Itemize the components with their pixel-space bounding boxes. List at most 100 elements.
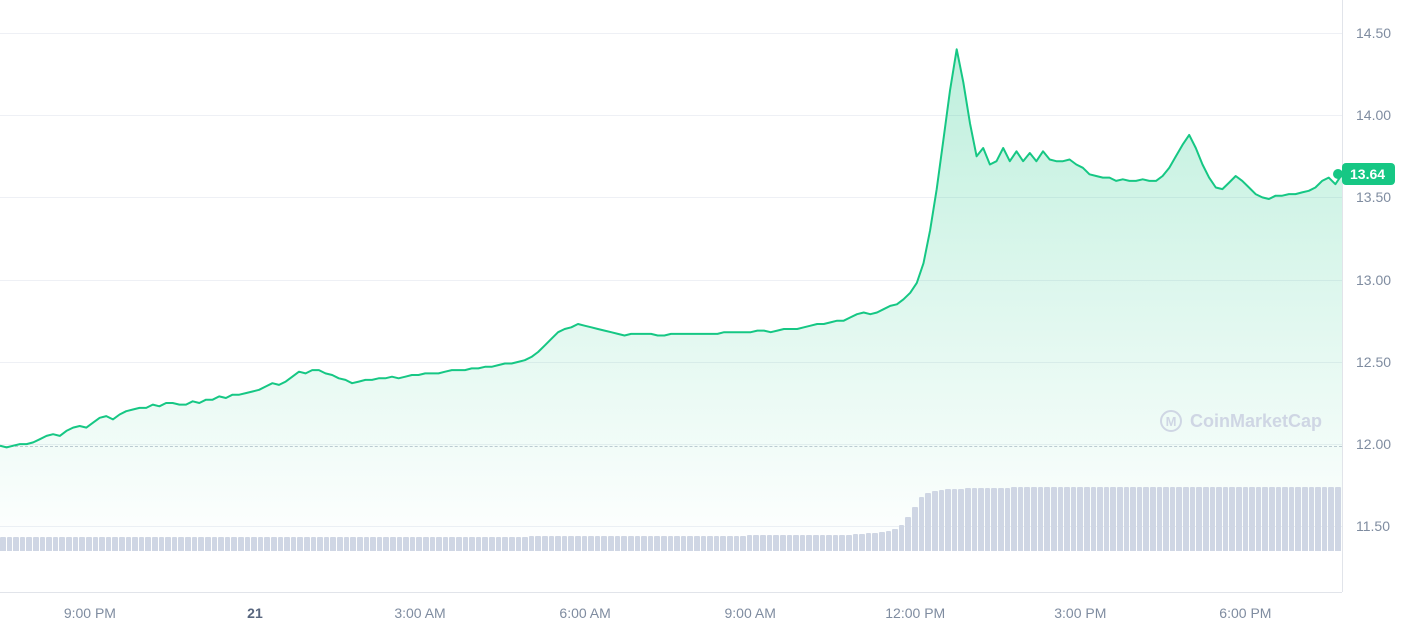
x-tick-label: 3:00 AM — [394, 605, 445, 621]
price-chart[interactable]: M CoinMarketCap 13.64 14.5014.0013.5013.… — [0, 0, 1428, 633]
volume-bar — [1262, 487, 1268, 551]
watermark: M CoinMarketCap — [1160, 410, 1322, 432]
volume-bar — [727, 536, 733, 551]
volume-bar — [1064, 487, 1070, 551]
volume-bar — [1058, 487, 1064, 551]
volume-bar — [872, 533, 878, 551]
volume-bar — [344, 537, 350, 551]
y-tick-label: 13.00 — [1356, 272, 1391, 288]
volume-bar — [773, 535, 779, 551]
volume-bar — [601, 536, 607, 551]
volume-bar — [952, 489, 958, 551]
volume-bar — [410, 537, 416, 551]
volume-bar — [476, 537, 482, 551]
volume-bar — [159, 537, 165, 551]
volume-bar — [330, 537, 336, 551]
volume-bar — [1005, 488, 1011, 551]
area-fill — [0, 49, 1342, 551]
volume-bar — [198, 537, 204, 551]
volume-bar — [1170, 487, 1176, 551]
volume-bar — [1124, 487, 1130, 551]
volume-bar — [793, 535, 799, 551]
volume-bar — [364, 537, 370, 551]
volume-bar — [1190, 487, 1196, 551]
volume-bar — [813, 535, 819, 551]
volume-bar — [879, 532, 885, 551]
x-tick-label: 6:00 PM — [1219, 605, 1271, 621]
volume-bar — [892, 529, 898, 551]
volume-bar — [145, 537, 151, 551]
volume-bar — [674, 536, 680, 551]
y-tick-label: 13.50 — [1356, 189, 1391, 205]
volume-bar — [304, 537, 310, 551]
volume-bar — [681, 536, 687, 551]
volume-bar — [998, 488, 1004, 551]
volume-bar — [225, 537, 231, 551]
volume-bar — [919, 497, 925, 551]
volume-bar — [549, 536, 555, 551]
volume-bar — [853, 534, 859, 551]
volume-bar — [905, 517, 911, 551]
volume-bar — [1044, 487, 1050, 551]
current-price-value: 13.64 — [1350, 166, 1385, 182]
volume-bar — [1150, 487, 1156, 551]
volume-bar — [1295, 487, 1301, 551]
volume-bar — [780, 535, 786, 551]
volume-bar — [1104, 487, 1110, 551]
volume-bar — [965, 488, 971, 551]
volume-bar — [806, 535, 812, 551]
volume-bar — [701, 536, 707, 551]
volume-bar — [231, 537, 237, 551]
volume-bar — [397, 537, 403, 551]
volume-bar — [119, 537, 125, 551]
volume-bar — [377, 537, 383, 551]
y-tick-label: 12.50 — [1356, 354, 1391, 370]
volume-bar — [1282, 487, 1288, 551]
volume-bar — [1203, 487, 1209, 551]
volume-bar — [59, 537, 65, 551]
volume-bar — [218, 537, 224, 551]
volume-bar — [985, 488, 991, 551]
volume-bar — [1130, 487, 1136, 551]
volume-bars — [0, 481, 1342, 551]
volume-bar — [264, 537, 270, 551]
volume-bar — [370, 537, 376, 551]
volume-bar — [939, 490, 945, 551]
volume-bar — [251, 537, 257, 551]
volume-bar — [1143, 487, 1149, 551]
volume-bar — [449, 537, 455, 551]
volume-bar — [694, 536, 700, 551]
volume-bar — [489, 537, 495, 551]
volume-bar — [991, 488, 997, 551]
volume-bar — [1236, 487, 1242, 551]
volume-bar — [866, 533, 872, 551]
volume-bar — [106, 537, 112, 551]
volume-bar — [820, 535, 826, 551]
y-tick-label: 12.00 — [1356, 436, 1391, 452]
volume-bar — [20, 537, 26, 551]
volume-bar — [1328, 487, 1334, 551]
volume-bar — [1335, 487, 1341, 551]
volume-bar — [1110, 487, 1116, 551]
volume-bar — [1289, 487, 1295, 551]
volume-bar — [588, 536, 594, 551]
y-axis: 13.64 14.5014.0013.5013.0012.5012.0011.5… — [1342, 0, 1428, 592]
volume-bar — [1210, 487, 1216, 551]
volume-bar — [1243, 487, 1249, 551]
x-tick-label: 9:00 PM — [64, 605, 116, 621]
plot-area[interactable]: M CoinMarketCap — [0, 0, 1342, 592]
volume-bar — [502, 537, 508, 551]
volume-bar — [271, 537, 277, 551]
volume-bar — [132, 537, 138, 551]
volume-bar — [324, 537, 330, 551]
volume-bar — [172, 537, 178, 551]
volume-bar — [1097, 487, 1103, 551]
volume-bar — [357, 537, 363, 551]
volume-bar — [568, 536, 574, 551]
volume-bar — [284, 537, 290, 551]
volume-bar — [846, 535, 852, 551]
volume-bar — [1018, 487, 1024, 551]
volume-bar — [383, 537, 389, 551]
volume-bar — [0, 537, 6, 551]
volume-bar — [839, 535, 845, 551]
